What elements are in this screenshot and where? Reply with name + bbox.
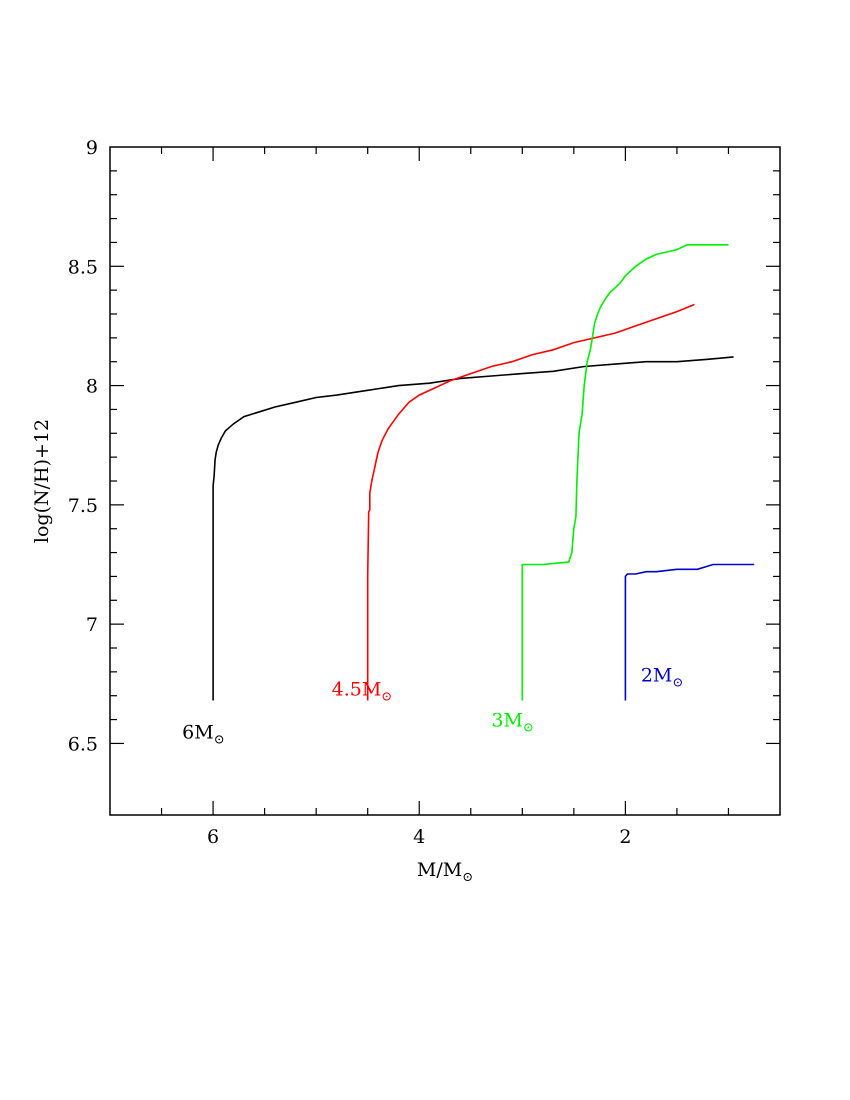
series-labels: 6M⊙ 4.5M⊙ 3M⊙ 2M⊙ [182,664,683,747]
y-tick-label: 8 [86,376,98,398]
series-label-4-5m: 4.5M⊙ [332,679,393,705]
series-line-2m [624,563,755,701]
x-tick-labels: 6 4 2 [207,826,631,848]
series-label-6m: 6M⊙ [182,722,224,748]
x-tick-label: 2 [619,826,631,848]
series-label-3m: 3M⊙ [491,710,533,736]
major-ticks [110,147,780,815]
series-line-4-5m [366,303,695,701]
y-tick-label: 6.5 [68,733,98,755]
x-tick-label: 6 [207,826,219,848]
y-tick-label: 8.5 [68,256,98,278]
x-tick-label: 4 [413,826,425,848]
series-line-3m [521,244,729,701]
y-tick-label: 7 [86,614,98,636]
y-tick-labels: 6.5 7 7.5 8 8.5 9 [68,137,98,755]
series-line-6m [212,356,734,701]
y-tick-label: 7.5 [68,495,98,517]
y-axis-title: log(N/H)+12 [31,419,53,543]
series-label-2m: 2M⊙ [641,664,683,690]
series-curves [212,244,755,701]
x-axis-title: M/M⊙ [417,859,473,885]
minor-ticks [110,147,780,815]
plot-frame [109,146,781,816]
y-tick-label: 9 [86,137,98,159]
